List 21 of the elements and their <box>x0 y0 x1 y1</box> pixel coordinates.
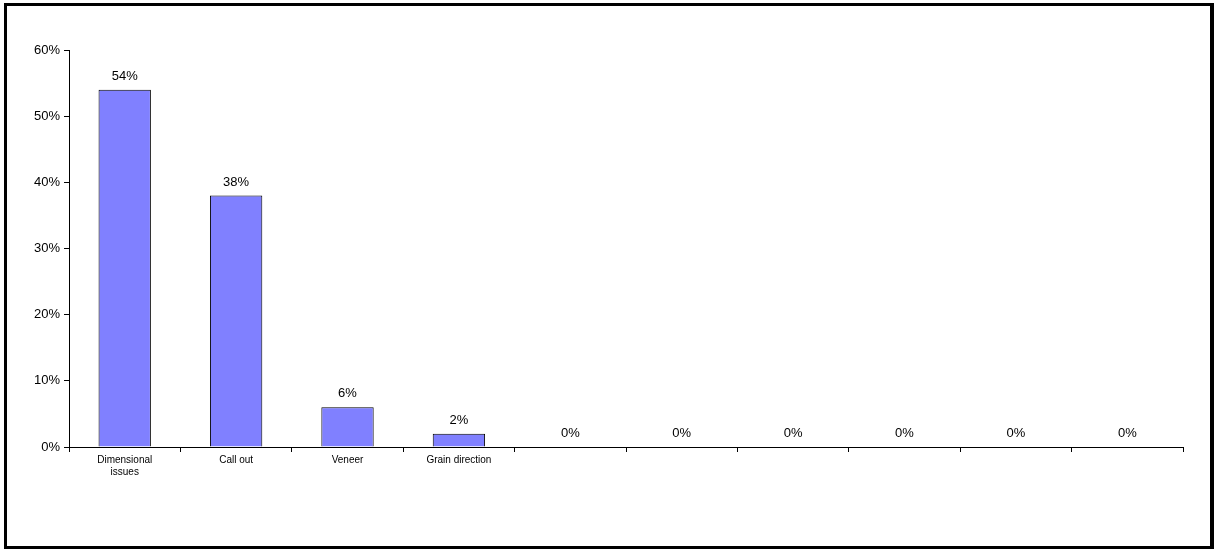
y-tick-label: 10% <box>33 372 61 388</box>
y-tick-label: 30% <box>33 240 61 256</box>
data-label: 0% <box>783 425 803 441</box>
data-label: 0% <box>895 425 915 441</box>
y-tick-label: 0% <box>41 438 61 454</box>
x-tick-label: Dimensional issues <box>97 453 153 477</box>
x-tick-label: Call out <box>219 453 254 465</box>
data-label: 0% <box>672 425 692 441</box>
data-label: 54% <box>111 67 139 83</box>
data-label: 6% <box>338 385 358 401</box>
data-label: 2% <box>449 411 469 427</box>
y-tick-label: 50% <box>33 107 61 123</box>
data-label: 0% <box>1117 425 1138 441</box>
x-tick-label: Veneer <box>331 453 365 465</box>
y-tick-label: 20% <box>33 306 61 322</box>
data-label: 0% <box>1006 425 1026 441</box>
x-tick-label: Grain direction <box>426 453 492 465</box>
data-label: 38% <box>223 173 250 189</box>
data-label: 0% <box>560 425 581 441</box>
y-tick-label: 40% <box>33 173 61 189</box>
y-tick-label: 60% <box>33 41 61 57</box>
